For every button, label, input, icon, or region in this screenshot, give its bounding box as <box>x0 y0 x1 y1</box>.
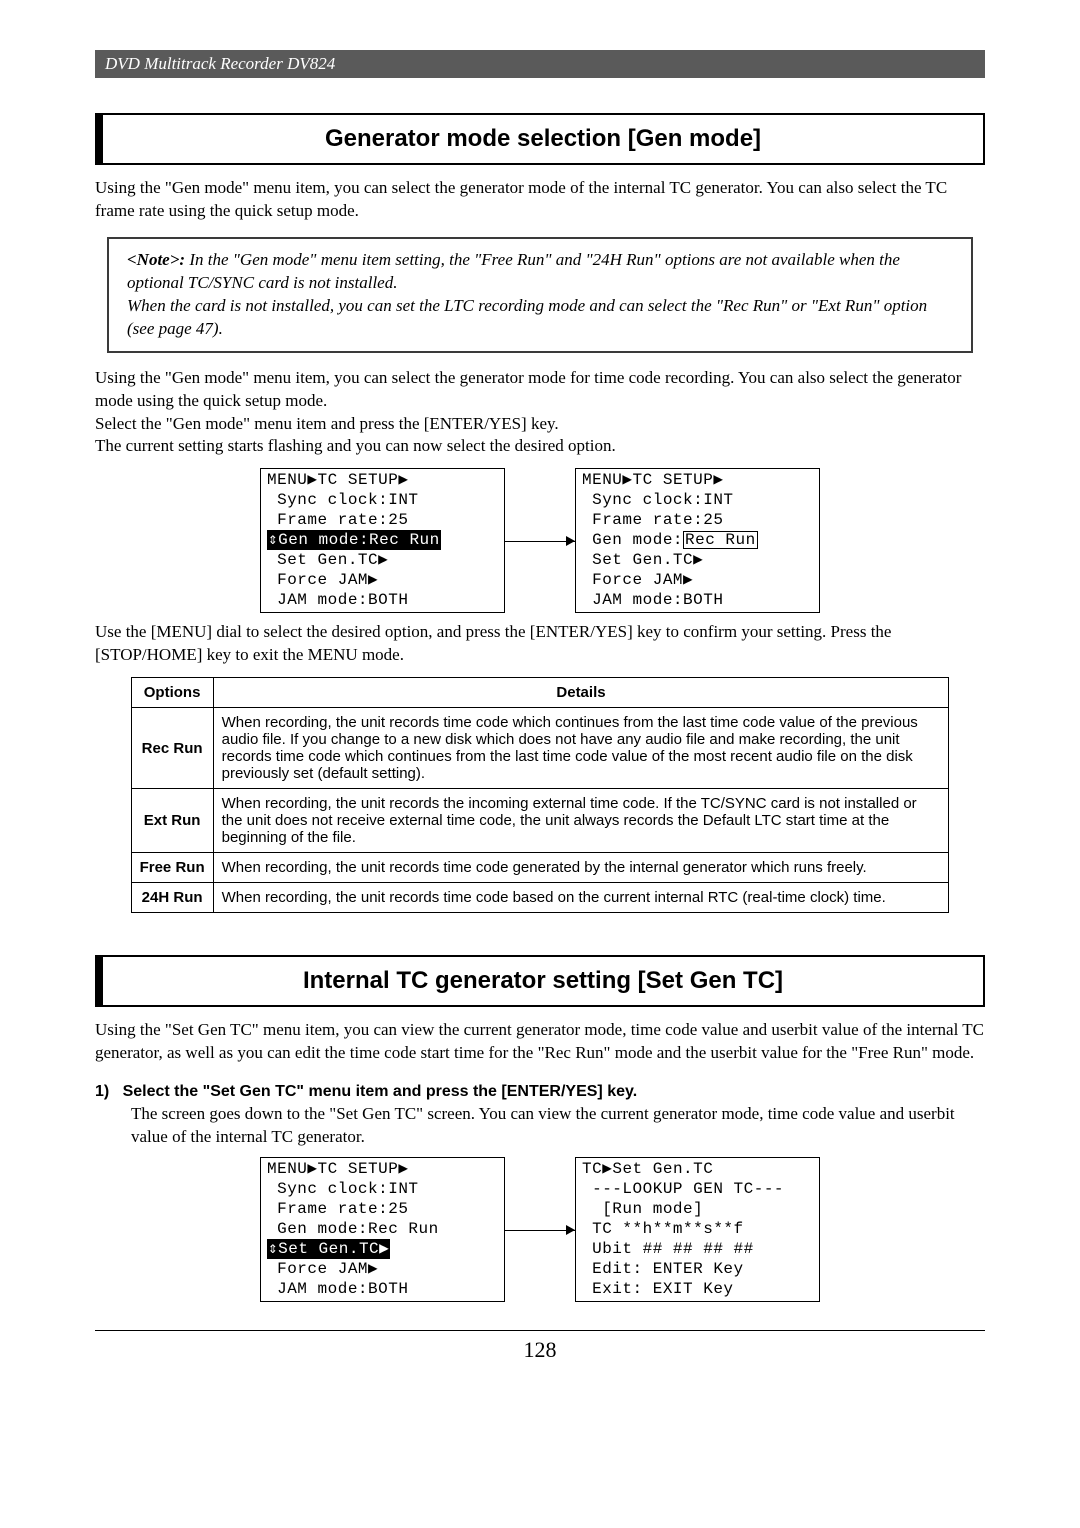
table-row: 24H RunWhen recording, the unit records … <box>131 883 949 913</box>
table-row: Ext RunWhen recording, the unit records … <box>131 789 949 853</box>
option-cell: Free Run <box>131 853 213 883</box>
section2-title: Internal TC generator setting [Set Gen T… <box>95 955 985 1007</box>
note-body: In the "Gen mode" menu item setting, the… <box>127 250 927 338</box>
section1-para3: Use the [MENU] dial to select the desire… <box>95 621 985 667</box>
step-1: 1) Select the "Set Gen TC" menu item and… <box>95 1083 985 1101</box>
table-header-row: Options Details <box>131 678 949 708</box>
section1-intro: Using the "Gen mode" menu item, you can … <box>95 177 985 223</box>
lcd-box-left-2: MENU▶TC SETUP▶ Sync clock:INT Frame rate… <box>260 1157 505 1302</box>
header-title: DVD Multitrack Recorder DV824 <box>105 54 335 73</box>
section1-para2: Using the "Gen mode" menu item, you can … <box>95 367 985 459</box>
step-title: Select the "Set Gen TC" menu item and pr… <box>123 1083 638 1100</box>
options-table: Options Details Rec RunWhen recording, t… <box>131 677 950 913</box>
option-cell: 24H Run <box>131 883 213 913</box>
lcd-row-2: MENU▶TC SETUP▶ Sync clock:INT Frame rate… <box>95 1157 985 1302</box>
step-num: 1) <box>95 1083 109 1100</box>
lcd-box-right-1: MENU▶TC SETUP▶ Sync clock:INT Frame rate… <box>575 468 820 613</box>
details-cell: When recording, the unit records time co… <box>213 708 949 789</box>
table-row: Rec RunWhen recording, the unit records … <box>131 708 949 789</box>
details-cell: When recording, the unit records time co… <box>213 853 949 883</box>
section1-title: Generator mode selection [Gen mode] <box>95 113 985 165</box>
lcd-box-left-1: MENU▶TC SETUP▶ Sync clock:INT Frame rate… <box>260 468 505 613</box>
details-cell: When recording, the unit records time co… <box>213 883 949 913</box>
step-body: The screen goes down to the "Set Gen TC"… <box>131 1103 985 1149</box>
note-label: <Note>: <box>127 250 185 269</box>
option-cell: Ext Run <box>131 789 213 853</box>
section2-intro: Using the "Set Gen TC" menu item, you ca… <box>95 1019 985 1065</box>
th-options: Options <box>131 678 213 708</box>
page-number: 128 <box>95 1330 985 1363</box>
th-details: Details <box>213 678 949 708</box>
header-bar: DVD Multitrack Recorder DV824 <box>95 50 985 78</box>
lcd-box-right-2: TC▶Set Gen.TC ---LOOKUP GEN TC--- [Run m… <box>575 1157 820 1302</box>
option-cell: Rec Run <box>131 708 213 789</box>
lcd-row-1: MENU▶TC SETUP▶ Sync clock:INT Frame rate… <box>95 468 985 613</box>
note-box: <Note>: In the "Gen mode" menu item sett… <box>107 237 973 353</box>
details-cell: When recording, the unit records the inc… <box>213 789 949 853</box>
table-row: Free RunWhen recording, the unit records… <box>131 853 949 883</box>
